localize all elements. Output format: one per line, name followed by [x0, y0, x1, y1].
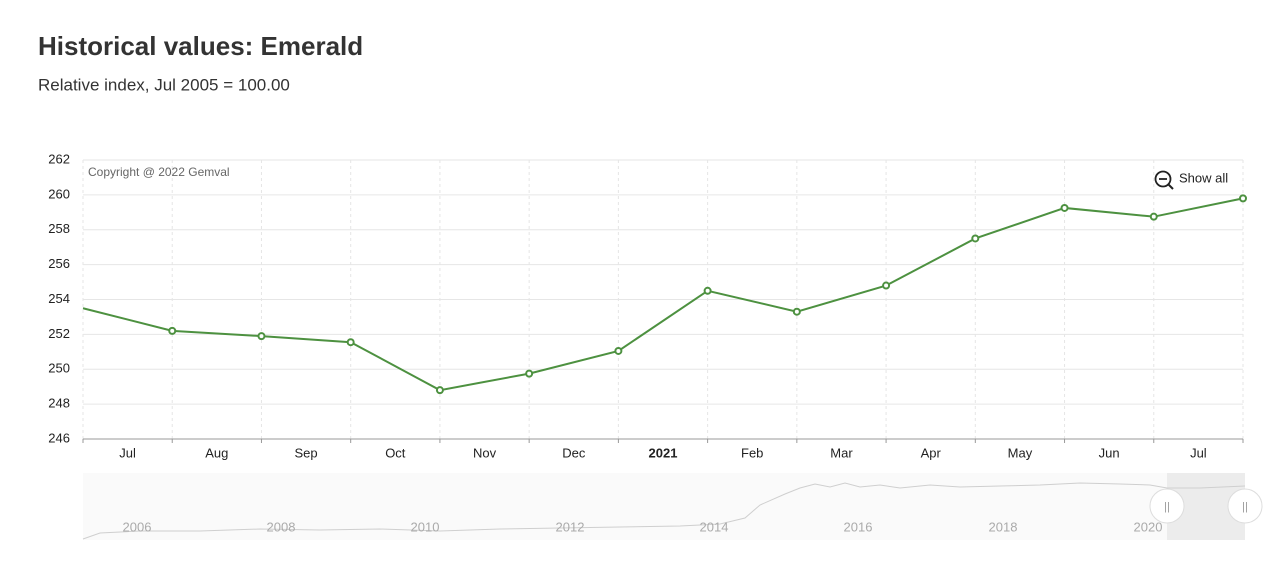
- data-point: [1239, 194, 1247, 203]
- y-tick-label: 252: [48, 326, 70, 341]
- navigator-label: 2020: [1134, 519, 1163, 534]
- y-tick-label: 258: [48, 221, 70, 236]
- zoom-icon: [1154, 170, 1172, 188]
- x-tick-label: Jul: [119, 445, 136, 460]
- y-tick-label: 260: [48, 186, 70, 201]
- navigator-label: 2006: [123, 519, 152, 534]
- plot: [82, 159, 1244, 440]
- data-point: [435, 386, 444, 395]
- navigator-handle-left[interactable]: [1149, 488, 1185, 524]
- y-tick-label: 248: [48, 396, 70, 411]
- x-tick-label: 2021: [649, 445, 678, 460]
- show-all-button[interactable]: Show all: [1154, 170, 1229, 190]
- y-tick-label: 250: [48, 361, 70, 376]
- y-tick-label: 256: [48, 256, 70, 271]
- y-tick-label: 254: [48, 291, 70, 306]
- series-line: [82, 197, 1244, 392]
- navigator[interactable]: 2020 2018 2016 2014 2012 2010 2008 2006 || ||: [82, 473, 1263, 540]
- navigator-label: 2018: [989, 519, 1018, 534]
- x-tick-label: Nov: [473, 445, 497, 460]
- navigator-handle-right[interactable]: [1227, 488, 1263, 524]
- x-tick-label: Jul: [1190, 445, 1207, 460]
- x-tick-label: Oct: [385, 445, 406, 460]
- handle-grip: ||: [1164, 501, 1170, 513]
- chart-title: Historical values: Emerald: [38, 31, 363, 61]
- navigator-label: 2016: [844, 519, 873, 534]
- show-all-label[interactable]: Show all: [1179, 170, 1228, 185]
- navigator-label: 2008: [267, 519, 296, 534]
- x-tick-label: Apr: [921, 445, 942, 460]
- y-tick-label: 262: [48, 151, 70, 166]
- data-point: [257, 332, 266, 341]
- navigator-label: 2010: [411, 519, 440, 534]
- chart-subtitle: Relative index, Jul 2005 = 100.00: [38, 75, 290, 94]
- x-tick-label: Feb: [741, 445, 763, 460]
- x-tick-label: Aug: [205, 445, 228, 460]
- x-tick-label: Dec: [562, 445, 586, 460]
- x-tick-label: May: [1008, 445, 1033, 460]
- data-point: [703, 286, 712, 295]
- zoom-icon-handle: [1167, 183, 1174, 190]
- navigator-label: 2014: [700, 519, 729, 534]
- y-tick-label: 246: [48, 430, 70, 445]
- x-tick-label: Jun: [1099, 445, 1120, 460]
- x-tick-label: Sep: [295, 445, 318, 460]
- data-point: [168, 326, 177, 335]
- data-point: [525, 369, 534, 378]
- data-point: [614, 346, 623, 355]
- handle-grip: ||: [1242, 501, 1248, 513]
- navigator-line: [82, 482, 1246, 540]
- data-point: [882, 281, 891, 290]
- copyright: Copyright @ 2022 Gemval: [88, 165, 230, 179]
- navigator-label: 2012: [556, 519, 585, 534]
- data-point: [792, 307, 801, 316]
- data-point: [1149, 212, 1158, 221]
- data-point: [346, 338, 355, 347]
- data-point: [971, 234, 980, 243]
- data-point: [1060, 203, 1069, 212]
- x-tick-label: Mar: [830, 445, 853, 460]
